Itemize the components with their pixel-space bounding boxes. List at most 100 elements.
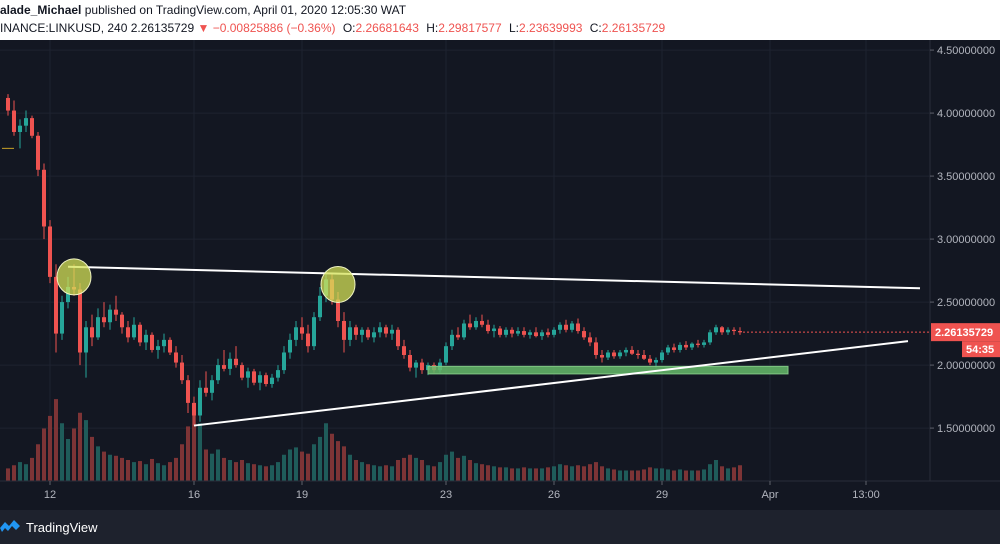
candle-body bbox=[240, 365, 244, 378]
candle-body bbox=[552, 329, 556, 335]
candle-body bbox=[564, 324, 568, 330]
volume-bar bbox=[408, 454, 412, 481]
highlight-circle bbox=[320, 265, 356, 303]
candle-body bbox=[510, 329, 514, 334]
volume-bar bbox=[594, 462, 598, 481]
volume-bar bbox=[732, 467, 736, 481]
candle-body bbox=[342, 320, 346, 340]
candle-body bbox=[102, 317, 106, 323]
candle-body bbox=[222, 365, 226, 369]
candle-body bbox=[126, 327, 130, 338]
candle-body bbox=[630, 349, 634, 354]
price-chart[interactable]: 1.50000000 2.00000000 2.50000000 3.00000000… bbox=[0, 40, 1000, 510]
candle-body bbox=[720, 327, 724, 333]
chart-drawings bbox=[2, 147, 930, 427]
volume-bar bbox=[30, 457, 34, 481]
volume-bar bbox=[168, 462, 172, 481]
candle-body bbox=[180, 362, 184, 381]
volume-bar bbox=[642, 469, 646, 481]
volume-bar bbox=[258, 465, 262, 481]
time-axis[interactable]: 12 16 19 23 26 29 Apr 13:00 bbox=[0, 480, 1000, 501]
open-value: 2.26681643 bbox=[355, 21, 419, 35]
candle-body bbox=[684, 344, 688, 348]
volume-bar bbox=[564, 465, 568, 481]
volume-bar bbox=[186, 426, 190, 481]
time-tick-label: 23 bbox=[440, 489, 452, 501]
volume-bar bbox=[486, 465, 490, 481]
time-tick-label: 26 bbox=[548, 489, 560, 501]
candle-body bbox=[168, 339, 172, 353]
volume-bar bbox=[522, 467, 526, 481]
candle-body bbox=[726, 329, 730, 333]
volume-bar bbox=[636, 470, 640, 481]
author-name[interactable]: alade_Michael bbox=[0, 3, 82, 17]
chart-header: alade_Michael published on TradingView.c… bbox=[0, 0, 1000, 40]
volume-bar bbox=[450, 451, 454, 481]
volume-bar bbox=[600, 466, 604, 481]
volume-bar bbox=[558, 464, 562, 481]
volume-bar bbox=[690, 470, 694, 481]
price-change: −0.00825886 (−0.36%) bbox=[212, 21, 336, 35]
volume-bar bbox=[420, 460, 424, 481]
volume-bar bbox=[534, 468, 538, 481]
candle-body bbox=[492, 328, 496, 332]
volume-bar bbox=[324, 423, 328, 481]
volume-bar bbox=[612, 469, 616, 481]
candle-body bbox=[708, 332, 712, 343]
volume-bar bbox=[342, 446, 346, 481]
volume-bar bbox=[180, 444, 184, 481]
candle-body bbox=[666, 347, 670, 353]
volume-bar bbox=[72, 428, 76, 481]
candle-body bbox=[150, 334, 154, 350]
volume-bar bbox=[246, 463, 250, 481]
candle-body bbox=[648, 358, 652, 363]
volume-bar bbox=[252, 464, 256, 481]
candle-body bbox=[672, 347, 676, 350]
candle-body bbox=[54, 276, 58, 334]
time-tick-label: 29 bbox=[656, 489, 668, 501]
candle-body bbox=[540, 332, 544, 337]
last-price-tag-label: 2.26135729 bbox=[935, 327, 993, 339]
price-axis[interactable]: 1.50000000 2.00000000 2.50000000 3.00000000… bbox=[929, 40, 995, 481]
volume-bar bbox=[708, 464, 712, 481]
footer-brand[interactable]: TradingView bbox=[26, 519, 98, 535]
volume-bar bbox=[210, 453, 214, 481]
volume-bar bbox=[678, 469, 682, 481]
candle-body bbox=[588, 337, 592, 343]
volume-bar bbox=[738, 465, 742, 481]
volume-bar bbox=[300, 451, 304, 481]
price-tick-label: 4.50000000 bbox=[937, 45, 995, 57]
volume-bar bbox=[714, 460, 718, 481]
volume-bar bbox=[618, 470, 622, 481]
volume-bar bbox=[366, 464, 370, 481]
candle-body bbox=[486, 324, 490, 332]
volume-bar bbox=[198, 423, 202, 481]
price-tick-label: 2.00000000 bbox=[937, 360, 995, 372]
candle-body bbox=[414, 362, 418, 368]
volume-bar bbox=[162, 465, 166, 481]
candle-body bbox=[606, 352, 610, 358]
candle-body bbox=[120, 314, 124, 328]
volume-bar bbox=[702, 469, 706, 481]
candle-body bbox=[264, 375, 268, 384]
candle-body bbox=[678, 344, 682, 350]
volume-bar bbox=[402, 457, 406, 481]
candle-body bbox=[738, 331, 742, 333]
volume-bar bbox=[318, 436, 322, 481]
volume-bar bbox=[492, 466, 496, 481]
countdown-tag-label: 54:35 bbox=[966, 344, 994, 356]
volume-bar bbox=[582, 466, 586, 481]
candle-body bbox=[498, 328, 502, 335]
volume-bar bbox=[390, 466, 394, 481]
volume-bar bbox=[660, 468, 664, 481]
volume-bar bbox=[228, 460, 232, 481]
low-label: L: bbox=[509, 21, 520, 35]
volume-bar bbox=[234, 462, 238, 481]
volume-bar bbox=[12, 465, 16, 481]
close-label: C: bbox=[589, 21, 602, 35]
candle-body bbox=[24, 118, 28, 126]
candle-body bbox=[198, 387, 202, 416]
candle-body bbox=[114, 309, 118, 315]
candle-body bbox=[132, 324, 136, 338]
candle-body bbox=[282, 352, 286, 371]
